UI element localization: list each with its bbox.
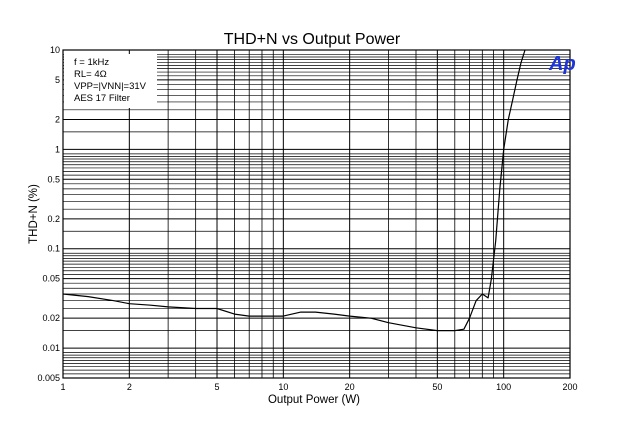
chart-title: THD+N vs Output Power (224, 31, 401, 48)
y-tick-label: 2 (55, 114, 60, 124)
y-tick-label: 10 (50, 45, 60, 55)
x-tick-label: 1 (60, 382, 65, 392)
y-tick-label: 0.05 (42, 274, 60, 284)
x-axis-label: Output Power (W) (268, 394, 360, 406)
legend-box (64, 54, 157, 108)
y-tick-label: 0.5 (47, 174, 60, 184)
y-tick-label: 0.1 (47, 244, 60, 254)
y-tick-label: 5 (55, 75, 60, 85)
legend-line: VPP=|VNN|=31V (74, 81, 147, 92)
y-tick-label: 1 (55, 144, 60, 154)
ap-logo: Ap (548, 53, 576, 75)
y-tick-label: 0.01 (42, 343, 60, 353)
series-layer (62, 49, 526, 332)
x-tick-label: 100 (496, 382, 511, 392)
tick-label-layer: 1 2 5 10 20 50 100 200 0.005 0.01 0.02 0.05 0.1 0.2 0.… (37, 45, 577, 392)
y-tick-label: 0.005 (37, 373, 60, 383)
plot-frame (62, 49, 571, 379)
legend-line: RL= 4Ω (74, 69, 107, 80)
x-tick-label: 10 (278, 382, 288, 392)
y-tick-label: 0.2 (47, 214, 60, 224)
x-tick-label: 50 (432, 382, 442, 392)
y-tick-label: 0.02 (42, 313, 60, 323)
thd-curve (62, 49, 526, 332)
x-tick-label: 200 (562, 382, 577, 392)
x-tick-label: 2 (127, 382, 132, 392)
grid-layer (62, 49, 571, 379)
x-tick-label: 5 (215, 382, 220, 392)
legend-line: f = 1kHz (74, 57, 109, 68)
x-tick-label: 20 (345, 382, 355, 392)
legend-line: AES 17 Filter (74, 93, 130, 104)
y-axis-label: THD+N (%) (28, 184, 40, 244)
